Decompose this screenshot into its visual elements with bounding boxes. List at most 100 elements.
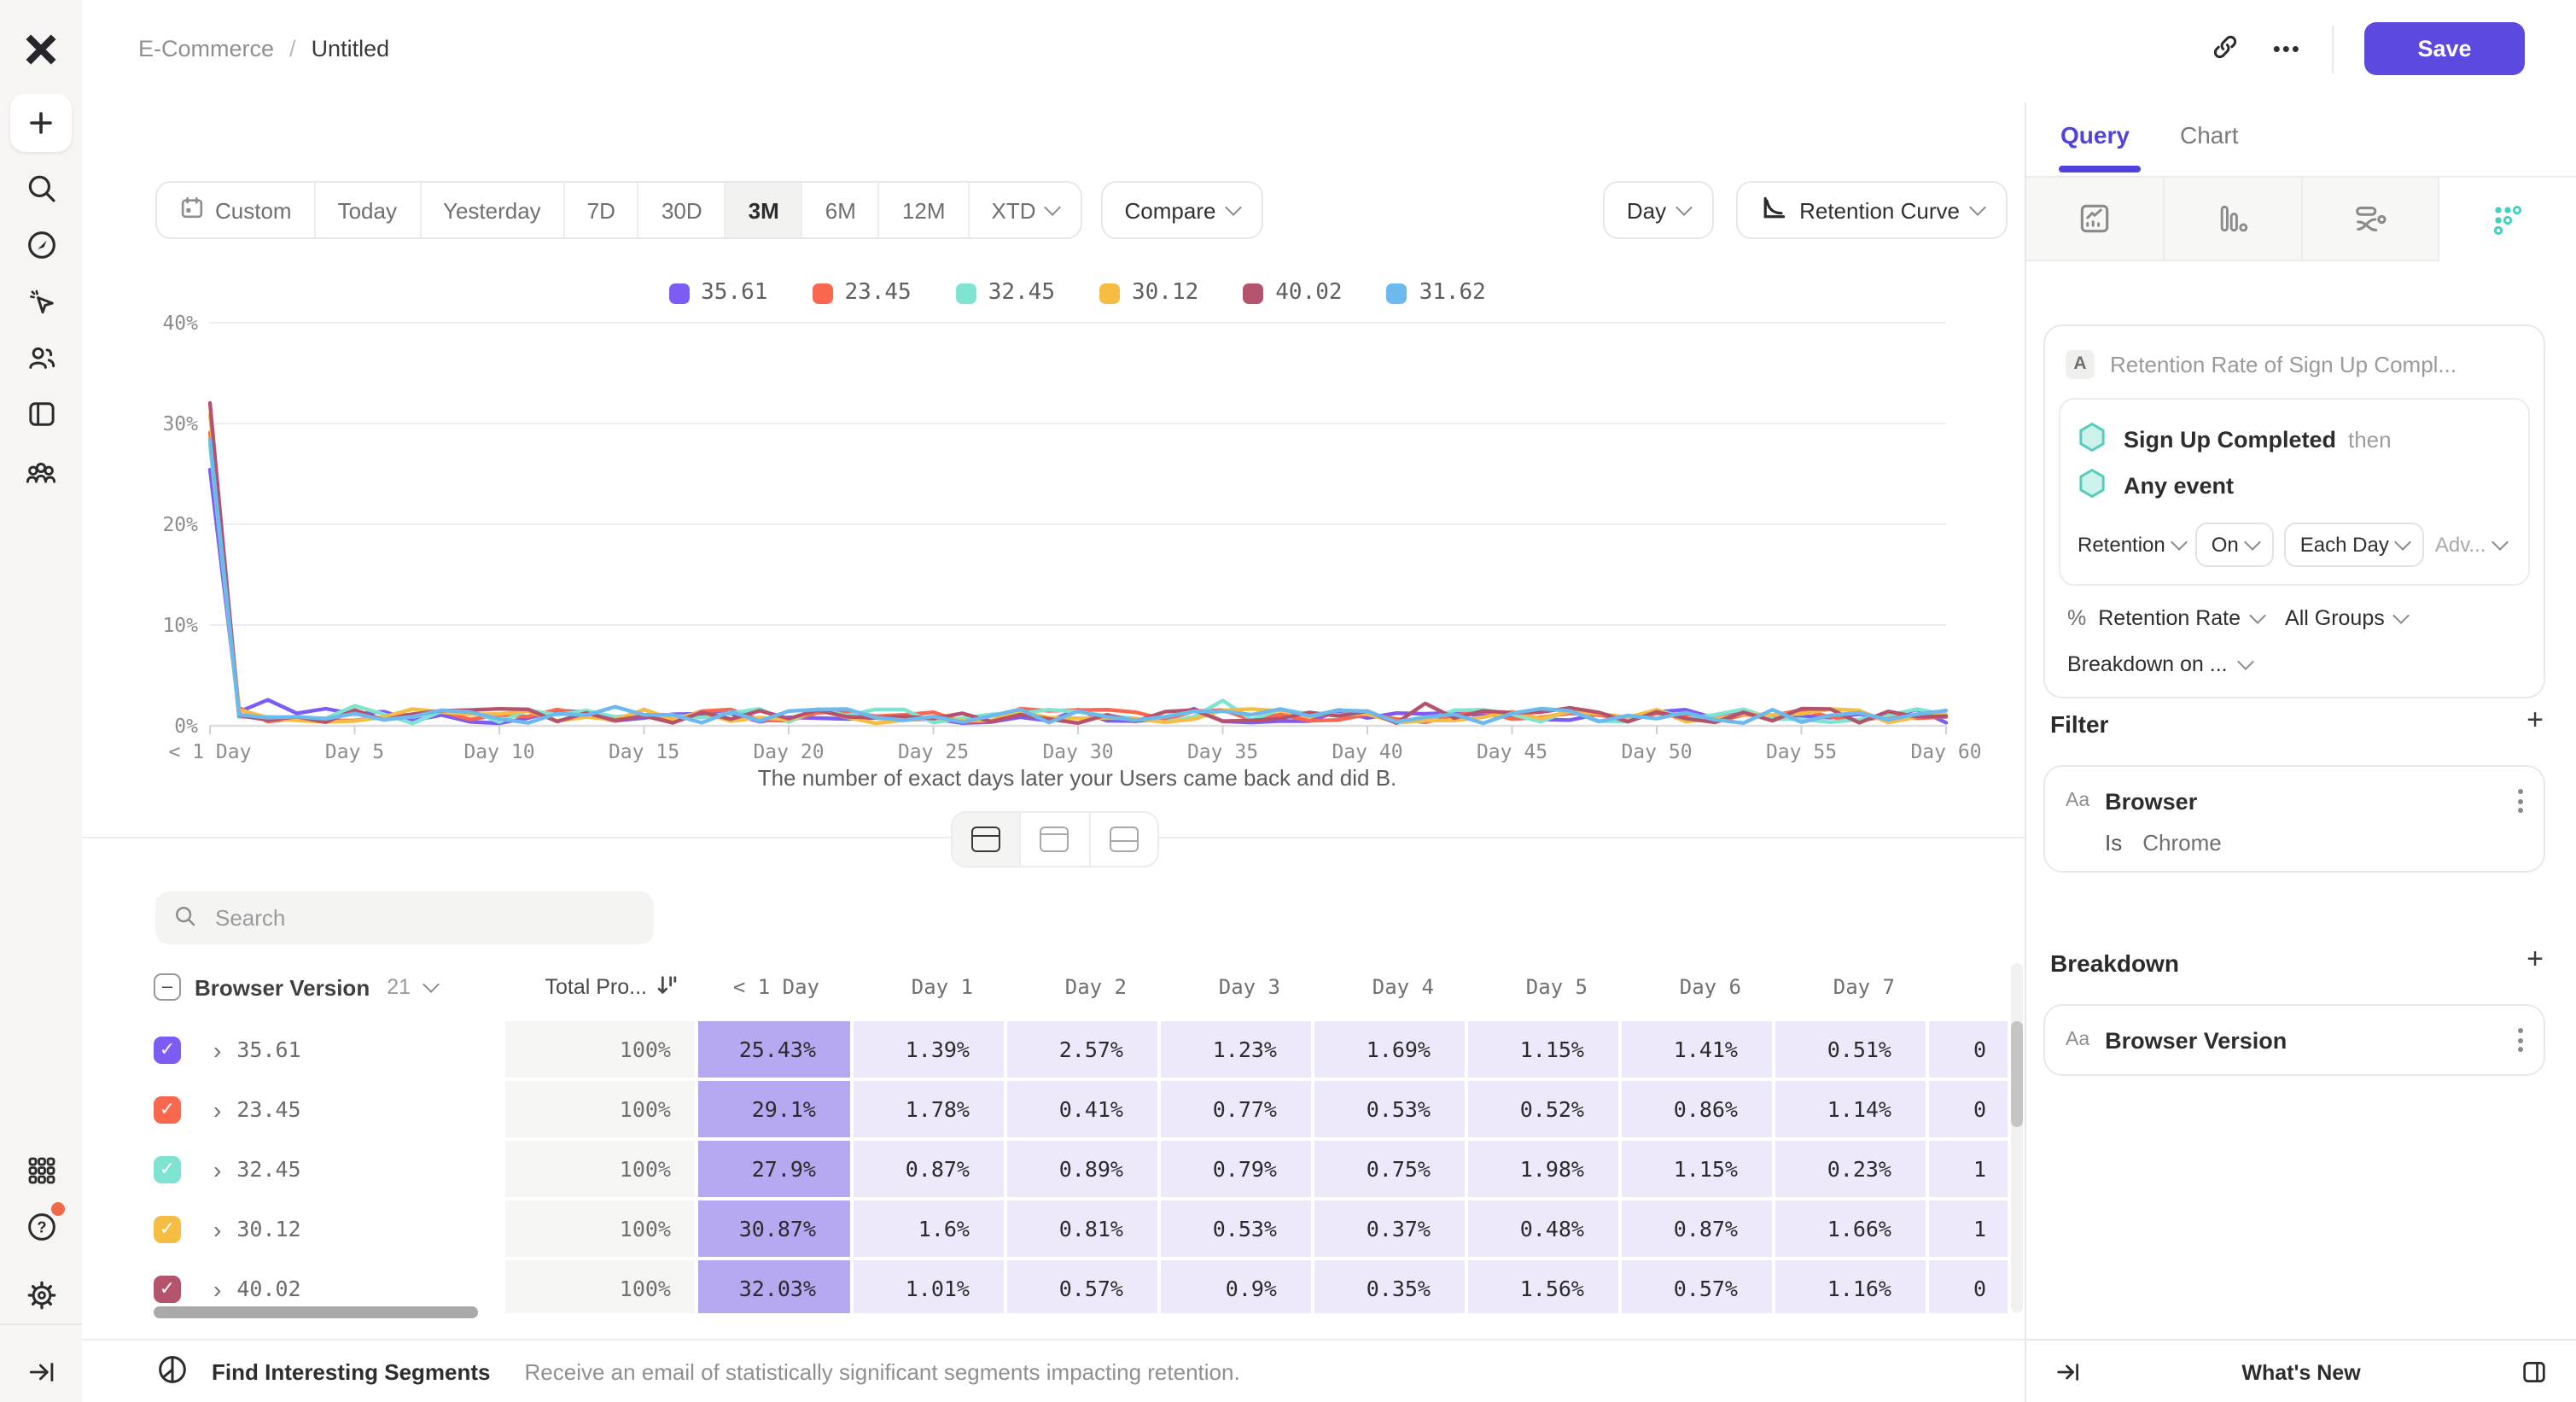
boards-icon[interactable] [20,393,61,434]
retention-cell[interactable]: 0.77% [1161,1081,1314,1141]
day-column-header[interactable]: < 1 Day [732,975,819,999]
retention-cell[interactable]: 25.43% [698,1021,854,1081]
range-12m[interactable]: 12M [880,183,970,237]
retention-cell[interactable]: 0.53% [1314,1081,1468,1141]
retention-cell[interactable]: 0.48% [1468,1200,1622,1260]
scrollbar-thumb[interactable] [2011,1021,2023,1127]
retention-cell[interactable]: 1.16% [1775,1260,1929,1313]
compare-button[interactable]: Compare [1100,181,1264,239]
breakdown-on-dropdown[interactable]: Breakdown on ... [2045,652,2544,676]
retention-mode-dropdown[interactable]: Retention [2078,533,2188,557]
explore-compass-icon[interactable] [20,224,61,265]
row-checkbox[interactable]: ✓ [154,1036,181,1063]
query-title[interactable]: Retention Rate of Sign Up Compl... [2110,351,2457,377]
more-options-icon[interactable]: ••• [2272,36,2301,61]
retention-cell[interactable]: 27.9% [698,1141,854,1200]
legend-item[interactable]: 40.02 [1243,280,1343,306]
advanced-dropdown[interactable]: Adv... [2435,533,2509,557]
retention-cell[interactable]: 0.41% [1007,1081,1161,1141]
retention-cell[interactable]: 0.35% [1314,1260,1468,1313]
range-3m[interactable]: 3M [726,183,803,237]
collapse-sidebar-icon[interactable] [20,1351,61,1392]
kebab-menu-icon[interactable] [2518,1028,2523,1052]
search-nav-icon[interactable] [20,167,61,208]
group-column-header[interactable]: Browser Version [195,974,370,1000]
legend-item[interactable]: 35.61 [668,280,767,306]
retention-cell[interactable]: 1.69% [1314,1021,1468,1081]
retention-cell[interactable]: 0.75% [1314,1141,1468,1200]
retention-cell[interactable]: 0.37% [1314,1200,1468,1260]
retention-cell[interactable]: 1.6% [854,1200,1007,1260]
retention-cell[interactable]: 0.87% [1622,1200,1775,1260]
series-line-40.02[interactable] [207,400,1949,725]
insights-icon[interactable] [2026,178,2165,261]
collapse-panel-icon[interactable] [2054,1358,2083,1387]
retention-cell[interactable]: 1.66% [1775,1200,1929,1260]
measure-dropdown[interactable]: Retention Rate [2098,606,2265,630]
copy-link-icon[interactable] [2210,30,2242,67]
retention-cell[interactable]: 1.01% [854,1260,1007,1313]
legend-item[interactable]: 31.62 [1386,280,1486,306]
day-column-header[interactable]: Day 1 [911,975,973,999]
groups-dropdown[interactable]: All Groups [2285,606,2410,630]
sort-icon[interactable] [656,973,678,1002]
retention-cell[interactable]: 1.56% [1468,1260,1622,1313]
step-b-event[interactable]: Any event [2124,473,2235,499]
filter-value[interactable]: Chrome [2142,830,2222,856]
help-icon[interactable]: ? [20,1202,65,1247]
breakdown-card[interactable]: Aa Browser Version [2043,1004,2545,1076]
chart-type-dropdown[interactable]: Retention Curve [1736,181,2008,239]
filter-operator[interactable]: Is [2105,830,2123,856]
apps-grid-icon[interactable] [20,1149,61,1190]
table-view-toggle[interactable] [1090,813,1157,866]
legend-item[interactable]: 32.45 [955,280,1055,306]
series-line-31.62[interactable] [207,437,1949,726]
retention-cell[interactable]: 32.03% [698,1260,854,1313]
retention-cell[interactable]: 1.15% [1468,1021,1622,1081]
retention-cell-clipped[interactable]: 1 [1929,1141,2008,1200]
day-column-header[interactable]: Day 5 [1525,975,1588,999]
expand-row-icon[interactable]: › [213,1095,222,1123]
filter-card[interactable]: Aa Browser Is Chrome [2043,765,2545,873]
range-7d[interactable]: 7D [565,183,639,237]
row-checkbox[interactable]: ✓ [154,1155,181,1183]
expand-row-icon[interactable]: › [213,1215,222,1242]
retention-cell[interactable]: 0.81% [1007,1200,1161,1260]
series-line-23.45[interactable] [207,430,1949,725]
add-filter-button[interactable]: + [2526,704,2544,736]
table-horizontal-scrollbar[interactable] [154,1306,478,1318]
save-button[interactable]: Save [2364,22,2525,75]
retention-cell[interactable]: 1.41% [1622,1021,1775,1081]
range-xtd[interactable]: XTD [970,183,1081,237]
series-line-30.12[interactable] [207,412,1949,726]
select-all-checkbox[interactable]: – [154,973,181,1001]
expand-row-icon[interactable]: › [213,1275,222,1302]
retention-cell[interactable]: 1.15% [1622,1141,1775,1200]
breadcrumb-project[interactable]: E-Commerce [138,36,275,61]
series-line-32.45[interactable] [207,442,1949,726]
range-6m[interactable]: 6M [803,183,880,237]
retention-cell[interactable]: 0.52% [1468,1081,1622,1141]
breakdown-property[interactable]: Browser Version [2105,1027,2288,1053]
retention-cell[interactable]: 1.14% [1775,1081,1929,1141]
retention-cell-clipped[interactable]: 0 [1929,1081,2008,1141]
retention-cell[interactable]: 0.89% [1007,1141,1161,1200]
retention-line-chart[interactable]: 0% 10% 20% 30% 40% < 1 Day Day 5 Day 10 Day 15 Da… [130,307,2025,765]
retention-cell[interactable]: 0.57% [1007,1260,1161,1313]
retention-cell[interactable]: 0.51% [1775,1021,1929,1081]
total-column-header[interactable]: Total Pro... [505,973,698,1002]
step-b-row[interactable]: Any event [2078,463,2511,509]
range-30d[interactable]: 30D [639,183,726,237]
interval-dropdown[interactable]: Each Day [2284,523,2425,567]
users-icon[interactable] [20,336,61,377]
breadcrumb-report-name[interactable]: Untitled [311,36,390,61]
retention-cell[interactable]: 29.1% [698,1081,854,1141]
split-view-toggle[interactable] [953,813,1022,866]
retention-cell[interactable]: 1.39% [854,1021,1007,1081]
cohorts-icon[interactable] [20,453,61,494]
row-checkbox[interactable]: ✓ [154,1275,181,1302]
funnels-icon[interactable] [2164,178,2302,261]
retention-cell[interactable]: 2.57% [1007,1021,1161,1081]
retention-cell[interactable]: 0.86% [1622,1081,1775,1141]
day-column-header[interactable]: Day 2 [1064,975,1127,999]
